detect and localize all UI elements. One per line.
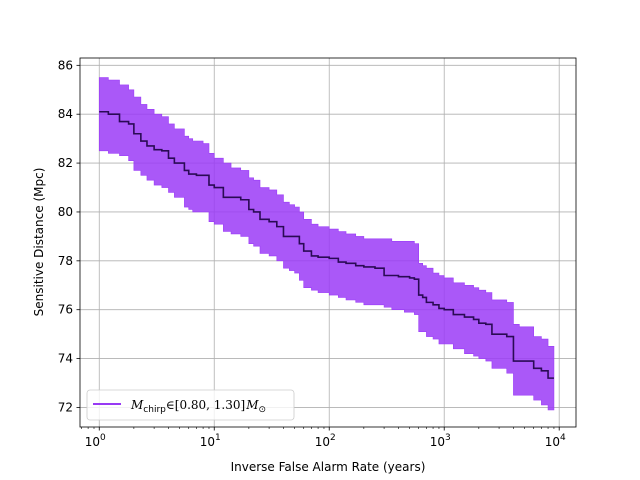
legend-box <box>86 389 295 421</box>
x-tick-label: 102 <box>315 433 336 449</box>
legend-label-rest: ∈[0.80, 1.30] <box>166 398 245 412</box>
confidence-band-layer <box>98 77 555 411</box>
legend-label-sub: chirp <box>143 405 166 415</box>
x-tick-label-base: 10 <box>85 435 100 449</box>
x-tick-label-exponent: 2 <box>330 433 336 443</box>
y-tick-label: 80 <box>58 205 73 219</box>
x-tick-label-base: 10 <box>200 435 215 449</box>
confidence-band <box>98 77 555 411</box>
plot-frame <box>79 57 577 428</box>
x-tick-label-base: 10 <box>545 435 560 449</box>
x-tick-label: 104 <box>545 433 566 449</box>
x-tick-label-exponent: 0 <box>100 433 106 443</box>
x-axis-ticks: 100 101 102 103 104 <box>81 427 566 449</box>
legend-label-base: M <box>130 398 144 412</box>
x-axis-label: Inverse False Alarm Rate (years) <box>231 460 426 474</box>
x-tick-label-base: 10 <box>315 435 330 449</box>
x-tick-label-exponent: 3 <box>445 433 451 443</box>
legend-label: Mchirp∈[0.80, 1.30]M⊙ <box>130 398 266 415</box>
y-tick-label: 86 <box>58 58 73 72</box>
x-tick-label: 101 <box>200 433 221 449</box>
legend-label-unit: M <box>245 398 259 412</box>
x-tick-label-exponent: 1 <box>215 433 221 443</box>
x-tick-label: 103 <box>430 433 451 449</box>
y-tick-label: 82 <box>58 156 73 170</box>
y-axis-label: Sensitive Distance (Mpc) <box>32 168 46 317</box>
y-axis-ticks: 72 74 76 78 80 82 84 86 <box>58 58 80 414</box>
x-tick-label-base: 10 <box>430 435 445 449</box>
x-tick-label-exponent: 4 <box>560 433 566 443</box>
y-tick-label: 84 <box>58 107 73 121</box>
y-tick-label: 74 <box>58 352 73 366</box>
series-line <box>99 110 554 379</box>
legend: Mchirp∈[0.80, 1.30]M⊙ <box>86 389 295 421</box>
series-line-layer <box>99 110 554 379</box>
y-tick-label: 72 <box>58 400 73 414</box>
y-tick-label: 76 <box>58 303 73 317</box>
x-tick-label: 100 <box>85 433 106 449</box>
y-tick-label: 78 <box>58 254 73 268</box>
legend-label-unit-sub: ⊙ <box>258 405 266 415</box>
